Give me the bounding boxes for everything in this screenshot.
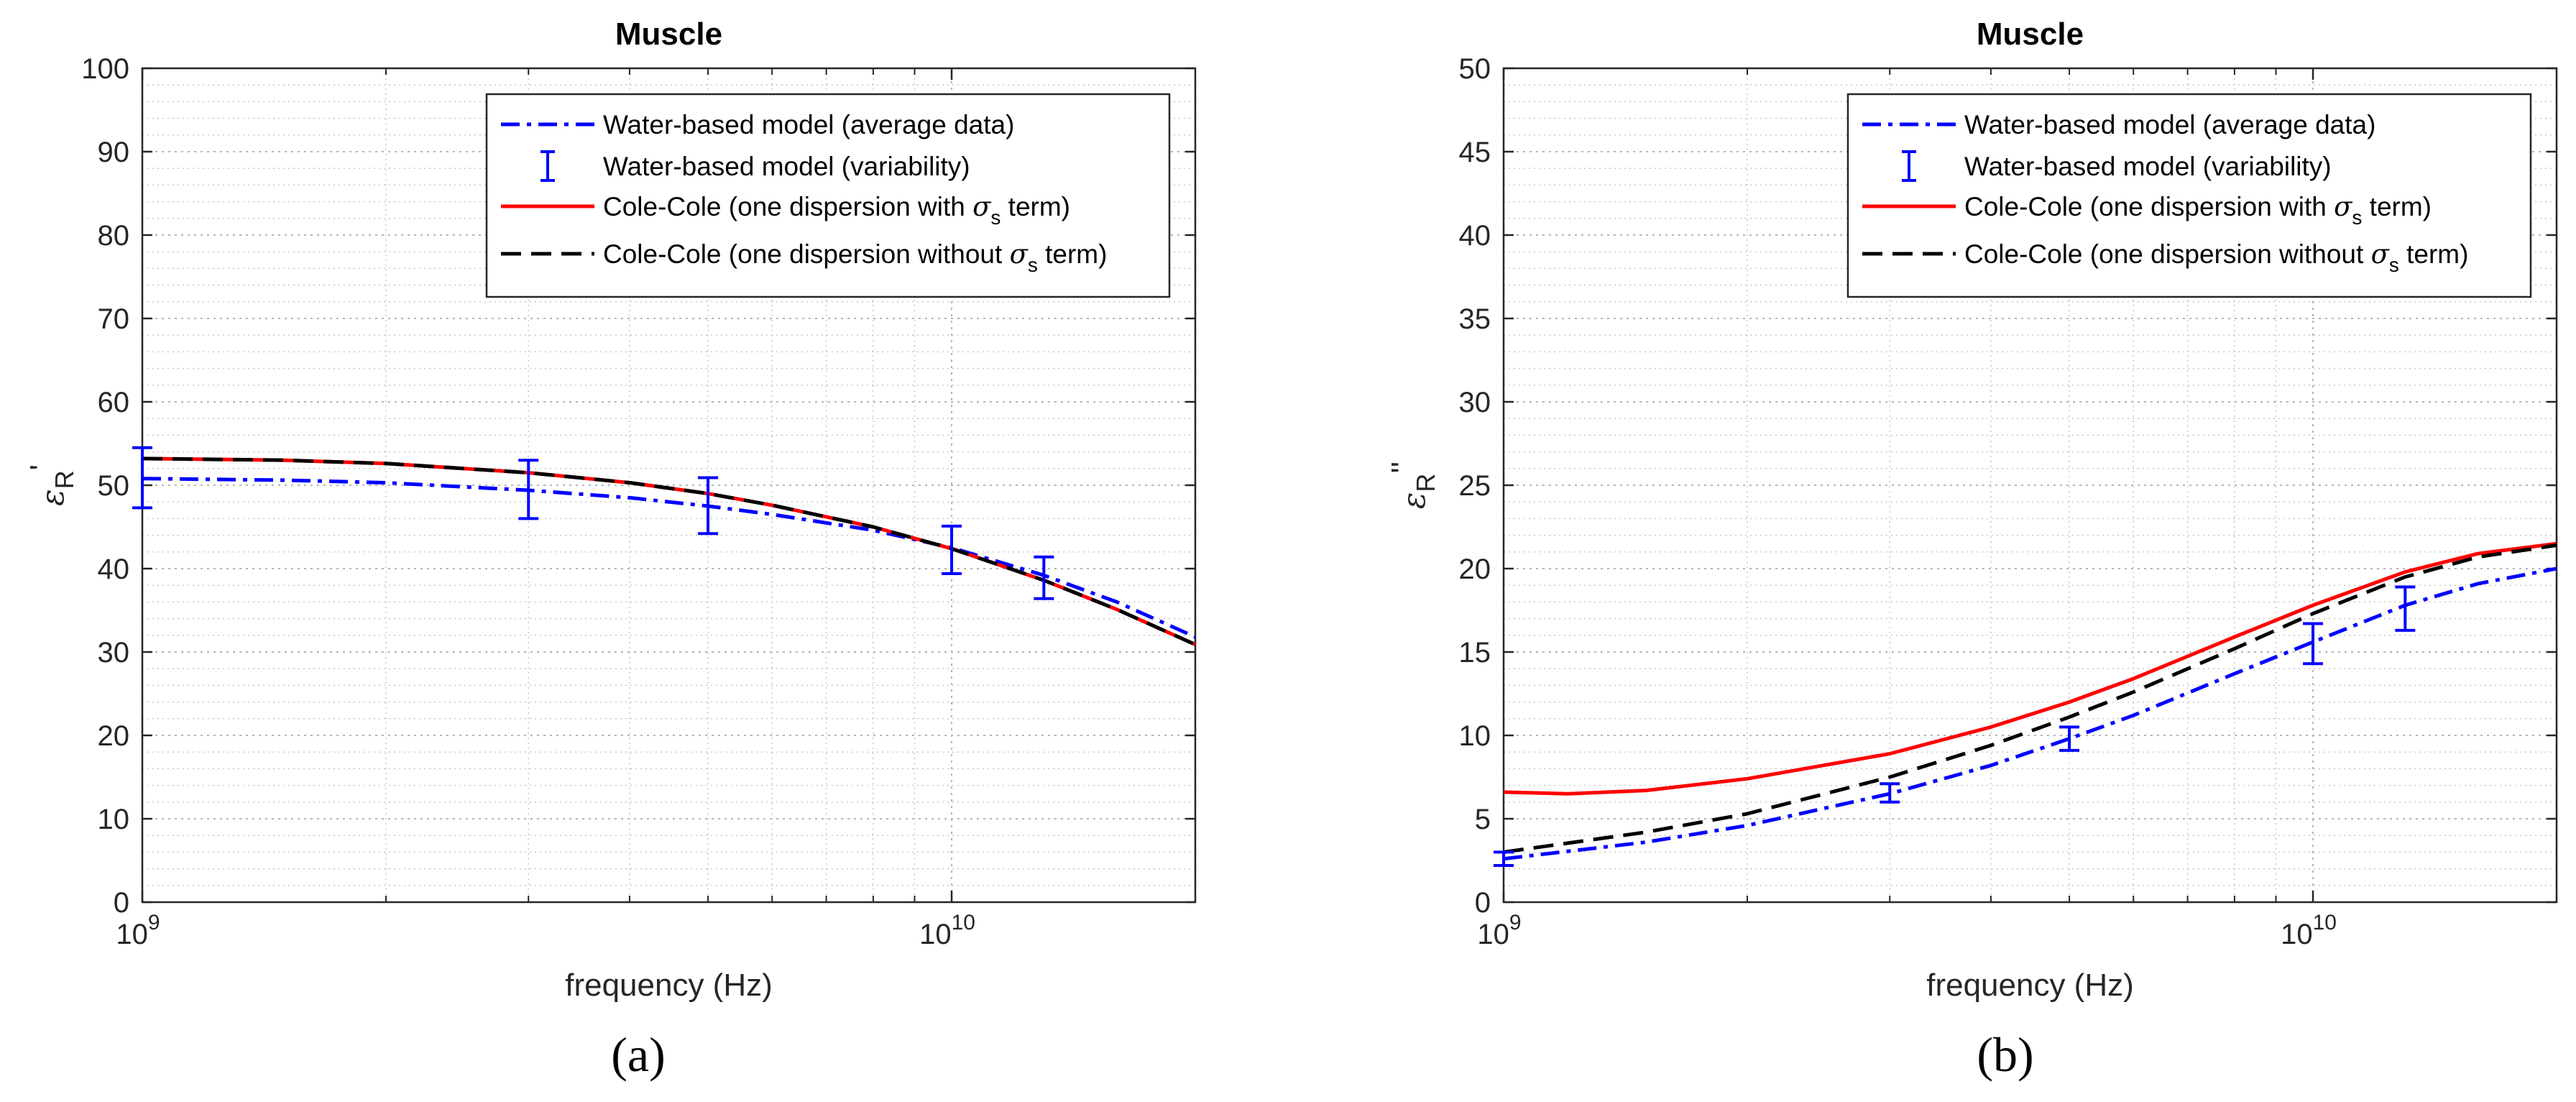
data-layer [1504,541,2557,861]
y-tick-label: 50 [1459,53,1491,85]
y-tick-label: 5 [1475,804,1491,835]
legend-entry-3: Cole-Cole (one dispersion with σs term) [1964,191,2432,229]
series-line-4 [1504,543,2557,854]
x-tick-label: 1010 [919,911,975,950]
error-bar [2395,585,2416,632]
error-bar [942,524,962,575]
legend-entry-3: Cole-Cole (one dispersion with σs term) [603,191,1070,229]
y-tick-label: 40 [1459,220,1491,252]
y-tick-label: 0 [114,887,129,919]
legend: Water-based model (average data) Water-ba… [1846,93,2532,298]
error-bar [698,476,719,536]
y-tick-label: 10 [1459,720,1491,752]
y-tick-label: 50 [98,470,130,502]
x-tick-label: 1010 [2281,911,2337,950]
panel-label: (a) [611,1027,665,1082]
error-bar [1034,555,1054,600]
y-tick-label: 60 [98,387,130,418]
y-axis-label: εR' [24,464,79,506]
error-bar [518,459,539,520]
y-tick-label: 100 [81,53,129,85]
error-bar [2059,725,2080,752]
y-tick-label: 15 [1459,637,1491,669]
x-tick-label: 109 [116,911,160,950]
y-tick-label: 0 [1475,887,1491,919]
chart-panel-2: 0 5 10 15 20 25 30 35 40 45 50 109 1010 Muscle frequen… [1385,17,2558,1082]
y-tick-label: 35 [1459,303,1491,335]
legend-box [485,93,1171,298]
legend-entry-4: Cole-Cole (one dispersion without σs ter… [603,239,1107,276]
legend-entry-4: Cole-Cole (one dispersion without σs ter… [1964,239,2468,276]
series-line-4 [142,456,1195,646]
chart-title: Muscle [615,17,722,52]
legend-entry-1: Water-based model (average data) [1964,110,2375,139]
error-bar [1880,782,1900,804]
data-layer [142,456,1195,646]
y-tick-label: 80 [98,220,130,252]
legend: Water-based model (average data) Water-ba… [485,93,1171,298]
panel-label: (b) [1977,1027,2033,1082]
y-tick-label: 30 [1459,387,1491,418]
chart-title: Muscle [1977,17,2084,52]
y-tick-label: 45 [1459,137,1491,168]
series-line-1 [142,477,1195,639]
legend-entry-1: Water-based model (average data) [603,110,1014,139]
x-tick-label: 109 [1477,911,1521,950]
error-bar [1494,850,1514,867]
y-tick-label: 90 [98,137,130,168]
chart-panel-1: 0 10 20 30 40 50 60 70 80 90 100 109 1010 Muscle frequ… [24,17,1197,1082]
y-tick-label: 40 [98,554,130,585]
y-tick-label: 25 [1459,470,1491,502]
legend-entry-2: Water-based model (variability) [1964,152,2332,181]
y-tick-label: 20 [1459,554,1491,585]
error-bar [2303,622,2324,666]
x-axis-label: frequency (Hz) [1926,968,2134,1003]
error-bar [132,446,152,510]
y-axis-label: εR'' [1385,462,1440,509]
y-tick-label: 70 [98,303,130,335]
legend-entry-2: Water-based model (variability) [603,152,970,181]
series-line-3 [1504,541,2557,796]
y-tick-label: 20 [98,720,130,752]
y-tick-label: 30 [98,637,130,669]
series-line-1 [1504,566,2557,861]
x-axis-label: frequency (Hz) [565,968,773,1003]
y-tick-label: 10 [98,804,130,835]
legend-box [1846,93,2532,298]
